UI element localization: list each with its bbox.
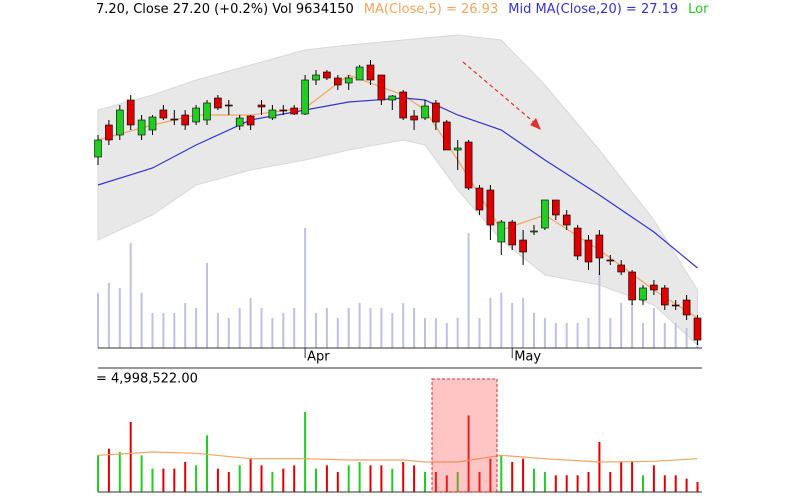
x-tick-label: Apr — [307, 350, 330, 365]
candle-body — [682, 299, 691, 316]
candle-body — [617, 264, 626, 273]
candle-body — [399, 91, 408, 119]
highlight-box — [431, 378, 498, 493]
candle-body — [344, 77, 353, 84]
candle-body — [584, 239, 593, 263]
ma-line — [97, 97, 698, 269]
volume-ma-label: = 4,998,522.00 — [96, 372, 198, 387]
candle-body — [268, 109, 277, 119]
candle-body — [562, 214, 571, 226]
bollinger-band — [97, 34, 698, 347]
arrow-head — [530, 118, 541, 130]
candle-body — [639, 287, 647, 301]
candle-body — [541, 199, 549, 229]
candle-body — [519, 239, 527, 253]
candle-body — [246, 115, 255, 126]
candle-body — [573, 227, 582, 257]
candle-body — [279, 109, 288, 112]
candle-body — [693, 317, 702, 341]
header-item: MA(Close,5) = 26.93 — [364, 2, 498, 17]
candle-body — [377, 74, 386, 101]
candle-body — [312, 74, 320, 81]
candle-body — [366, 64, 375, 81]
trend-arrow — [462, 61, 537, 125]
chart-header: 7.20, Close 27.20 (+0.2%) Vol 9634150 MA(… — [96, 2, 709, 17]
candle-body — [551, 199, 560, 216]
candle-body — [301, 79, 309, 115]
candle-body — [105, 124, 113, 141]
candle-body — [650, 284, 658, 291]
candle-body — [333, 77, 342, 86]
candle-body — [475, 187, 484, 211]
candle-body — [355, 66, 364, 81]
candle-body — [126, 99, 135, 126]
candle-body — [595, 234, 604, 259]
header-item: Lor — [688, 2, 709, 17]
candle-body — [225, 104, 233, 107]
candle-body — [214, 97, 222, 109]
x-tick-label: May — [514, 350, 541, 365]
candle-body — [530, 230, 538, 233]
candle-body — [486, 189, 495, 226]
volume-ma-line — [97, 451, 698, 463]
candle-body — [421, 105, 429, 119]
header-item: Mid MA(Close,20) = 27.19 — [508, 2, 678, 17]
candle-body — [290, 107, 299, 115]
candle-body — [203, 102, 211, 121]
candle-body — [181, 114, 189, 126]
candle-body — [137, 119, 146, 136]
candle-body — [453, 147, 462, 151]
candle-body — [508, 221, 517, 246]
candle-body — [671, 304, 680, 307]
candle-body — [94, 139, 102, 158]
candle-body — [606, 259, 615, 262]
candle-body — [432, 102, 440, 123]
candle-body — [410, 115, 418, 121]
candle-body — [660, 287, 669, 306]
candle-body — [257, 104, 266, 108]
candle-body — [497, 221, 506, 243]
candle-body — [388, 95, 397, 101]
candle-body — [170, 118, 179, 121]
candle-body — [628, 271, 636, 301]
candle-body — [159, 109, 168, 119]
candle-body — [442, 121, 451, 151]
candle-body — [116, 109, 124, 136]
candle-body — [464, 141, 473, 189]
candle-body — [192, 107, 200, 123]
header-item: 7.20, Close 27.20 (+0.2%) Vol 9634150 — [96, 2, 354, 17]
candle-body — [235, 117, 244, 127]
candle-body — [323, 71, 331, 79]
candle-body — [148, 116, 157, 131]
